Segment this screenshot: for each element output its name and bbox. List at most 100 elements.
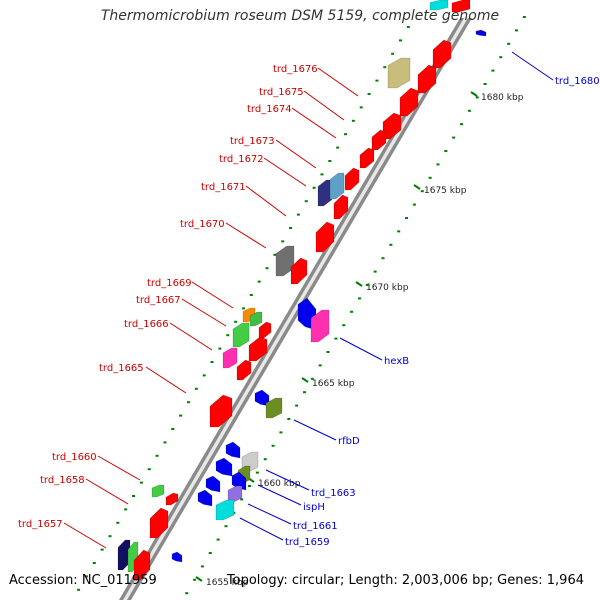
tick-dot [460,123,464,126]
tick-dot [302,391,306,394]
gene-glyph[interactable] [310,309,330,343]
gene-glyph[interactable] [258,321,272,339]
left-gene-label[interactable]: trd_1676 [273,64,318,75]
tick-dot [273,253,277,256]
left-gene-label[interactable]: trd_1667 [136,295,181,306]
left-gene-label[interactable]: trd_1666 [124,319,169,330]
left-label-leader [303,90,345,121]
tick-dot [100,548,104,551]
gene-glyph[interactable] [317,179,333,207]
left-label-leader [85,478,129,505]
backbone-highlight [123,18,468,600]
tick-dot [475,96,479,99]
tick-dot [202,374,206,377]
tick-dot [240,498,244,501]
tick-dot [155,454,159,457]
gene-glyph[interactable] [417,64,437,94]
gene-glyph[interactable] [290,257,308,285]
right-gene-label[interactable]: trd_1680 [555,76,600,87]
tick-dot [179,414,183,417]
tick-dot [295,404,299,407]
gene-glyph[interactable] [151,484,165,498]
gene-features [117,0,487,581]
gene-glyph[interactable] [333,194,349,220]
tick-dot [334,337,338,340]
gene-glyph[interactable] [133,549,151,581]
left-gene-label[interactable]: trd_1671 [201,182,246,193]
left-label-leader [245,185,287,217]
tick-dot [249,294,253,296]
tick-dot [171,428,175,430]
left-gene-label[interactable]: trd_1673 [230,136,275,147]
tick-dot [279,431,283,434]
left-gene-label[interactable]: trd_1665 [99,363,144,374]
gene-glyph[interactable] [248,336,268,362]
left-gene-label[interactable]: trd_1670 [180,219,225,230]
tick-dot [336,146,340,149]
left-gene-label[interactable]: trd_1657 [18,519,63,530]
tick-dot [257,280,261,283]
right-gene-label[interactable]: trd_1659 [285,537,330,548]
tick-dot [281,240,285,243]
tick-dot [194,387,198,390]
right-gene-label[interactable]: trd_1661 [293,521,338,532]
tick-dot [310,377,314,380]
gene-glyph[interactable] [149,507,169,539]
gene-glyph[interactable] [329,172,345,200]
tick-dot [514,29,518,32]
tick-dot [405,217,409,219]
gene-glyph[interactable] [225,441,241,459]
tick-dot [483,83,487,85]
gene-glyph[interactable] [222,347,238,369]
gene-glyph[interactable] [432,39,452,69]
tick-dot [318,364,322,367]
tick-dot [248,485,252,487]
gene-glyph[interactable] [215,499,235,521]
gene-glyph[interactable] [387,57,411,89]
tick-dot [216,538,220,541]
tick-dot [124,508,128,511]
left-label-leader [181,298,227,327]
tick-dot [381,257,385,260]
gene-glyph[interactable] [429,0,449,11]
tick-dot [452,136,456,139]
right-gene-label[interactable]: ispH [303,502,325,513]
gene-glyph[interactable] [359,147,375,169]
right-label-leader [247,503,292,525]
gene-glyph[interactable] [475,29,487,37]
left-gene-label[interactable]: trd_1669 [147,278,192,289]
tick-dot [375,79,379,82]
left-gene-label[interactable]: trd_1674 [247,104,292,115]
scale-tick-mark [195,576,203,582]
gene-glyph[interactable] [236,359,252,381]
left-label-leader [263,157,307,187]
gene-glyph[interactable] [249,311,263,327]
right-gene-label[interactable]: rfbD [338,436,360,447]
gene-glyph[interactable] [232,322,250,348]
left-gene-label[interactable]: trd_1672 [219,154,264,165]
gene-glyph[interactable] [171,551,183,563]
gene-glyph[interactable] [197,489,213,507]
left-label-leader [191,281,234,309]
left-label-leader [317,67,359,97]
gene-glyph[interactable] [165,492,179,506]
left-gene-label[interactable]: trd_1658 [40,475,85,486]
gene-glyph[interactable] [215,457,233,477]
scale-tick-mark [470,91,478,97]
left-label-leader [97,455,141,481]
gene-glyph[interactable] [344,167,360,191]
right-gene-label[interactable]: hexB [384,356,409,367]
gene-glyph[interactable] [227,485,243,503]
right-gene-label[interactable]: trd_1663 [311,488,356,499]
gene-glyph[interactable] [371,129,387,151]
gene-glyph[interactable] [265,397,283,419]
left-gene-label[interactable]: trd_1660 [52,452,97,463]
gene-glyph[interactable] [209,394,233,428]
gene-glyph[interactable] [315,221,335,253]
tick-dot [185,592,189,595]
tick-dot [499,56,503,59]
gene-glyph[interactable] [231,471,247,491]
gene-glyph[interactable] [451,0,471,13]
gene-glyph[interactable] [205,475,221,493]
left-gene-label[interactable]: trd_1675 [259,87,304,98]
